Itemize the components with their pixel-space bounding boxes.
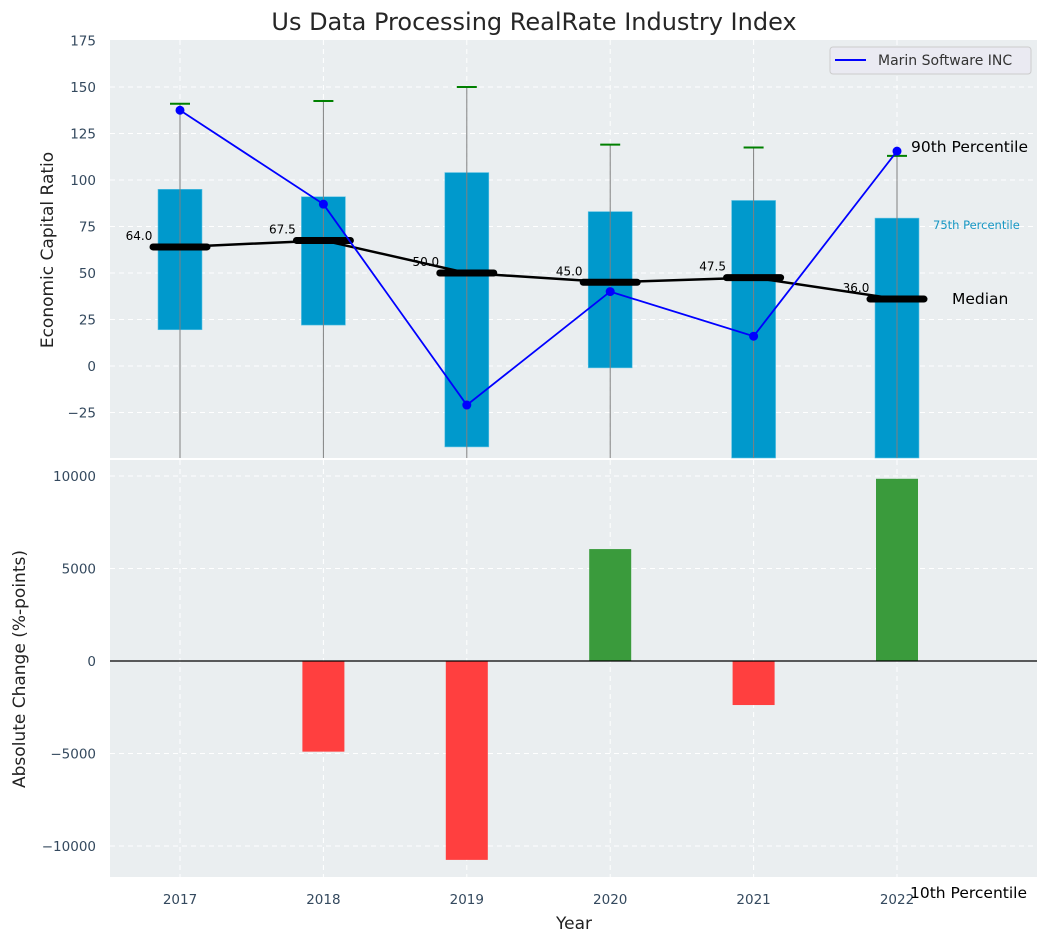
bottom-y-tick-label: 5000 [62,562,96,578]
bottom-y-tick-label: −10000 [42,839,96,855]
median-label-2017: 64.0 [126,229,153,243]
top-y-tick-label: 25 [79,313,96,329]
legend-label-marin-software: Marin Software INC [878,53,1012,69]
median-label-2018: 67.5 [269,222,296,236]
x-tick-label: 2019 [450,892,484,908]
series-point-2018 [318,199,328,209]
annotation-75th-percentile: 75th Percentile [933,218,1020,232]
top-series [175,105,902,410]
series-line-marin-software [179,109,898,407]
legend-box [829,46,1032,75]
bottom-y-axis-label: Absolute Change (%-points) [10,550,30,788]
median-label-2019: 50.0 [412,255,439,269]
series-point-2022 [892,146,902,156]
x-tick-label: 2018 [306,892,340,908]
top-y-ticks: −25 0 25 50 75 100 125 150 175 [68,34,97,422]
top-y-tick-label: 125 [70,127,96,143]
series-point-2021 [749,331,759,341]
x-tick-label: 2021 [736,892,770,908]
change-bar-2019 [445,661,488,860]
annotation-10th-percentile: 10th Percentile [910,884,1027,902]
bottom-y-tick-label: −5000 [50,747,96,763]
top-y-axis-label: Economic Capital Ratio [38,152,58,348]
top-y-tick-label: 75 [79,220,96,236]
x-tick-label: 2017 [163,892,197,908]
annotation-90th-percentile: 90th Percentile [911,138,1028,156]
top-boxes: 64.0 67.5 50.0 45.0 47.5 36.0 [126,86,928,459]
x-axis-label: Year [555,914,592,934]
bottom-y-tick-label: 0 [87,654,96,670]
bottom-bars [302,478,918,860]
change-bar-2021 [732,661,775,706]
change-bar-2020 [589,549,632,661]
bottom-y-ticks: −10000 −5000 0 5000 10000 [42,469,96,855]
top-y-tick-label: −25 [68,406,97,422]
x-ticks: 2017 2018 2019 2020 2021 2022 [163,892,914,908]
x-tick-label: 2022 [880,892,914,908]
change-bar-2018 [302,661,345,752]
series-point-2020 [605,287,615,297]
bottom-y-tick-label: 10000 [53,469,96,485]
median-label-2022: 36.0 [843,281,870,295]
legend[interactable]: Marin Software INC [829,46,1032,75]
change-bar-2022 [876,478,918,661]
series-point-2017 [175,105,185,115]
series-point-2019 [462,400,472,410]
top-y-tick-label: 50 [79,266,96,282]
chart-title: Us Data Processing RealRate Industry Ind… [271,8,796,36]
annotation-median: Median [952,290,1008,308]
x-tick-label: 2020 [593,892,627,908]
top-y-tick-label: 100 [70,173,96,189]
top-y-tick-label: 0 [87,359,96,375]
median-label-2021: 47.5 [699,260,726,274]
top-y-tick-label: 175 [70,34,96,50]
top-panel: −25 0 25 50 75 100 125 150 175 64.0 67.5 50.0 45.0 4… [38,34,1037,459]
median-label-2020: 45.0 [556,264,583,278]
top-y-tick-label: 150 [70,80,96,96]
